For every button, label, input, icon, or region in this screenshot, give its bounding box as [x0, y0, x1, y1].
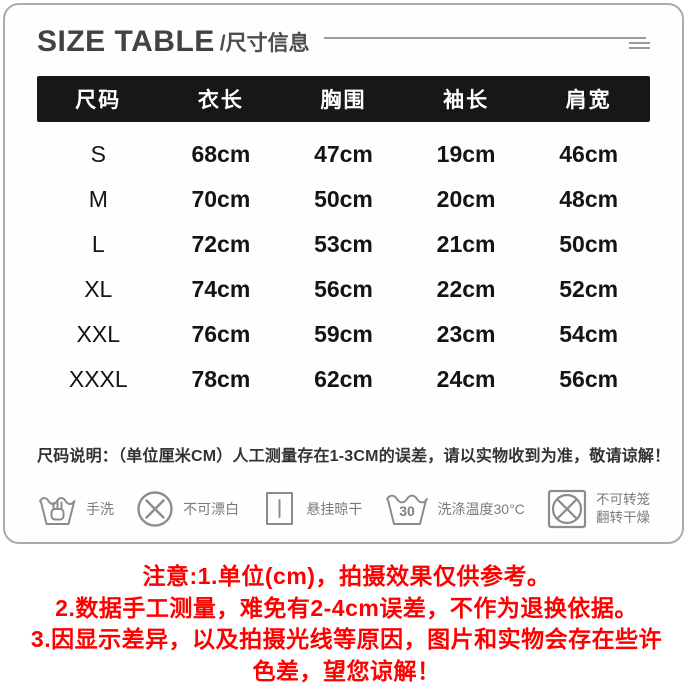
- notice-line: 2.数据手工测量，难免有2-4cm误差，不作为退换依据。: [55, 594, 638, 621]
- red-notice-block: 注意:1.单位(cm)，拍摄效果仅供参考。 2.数据手工测量，难免有2-4cm误…: [0, 561, 693, 687]
- value-cell: 20cm: [436, 186, 496, 212]
- value-cell: 50cm: [559, 231, 619, 257]
- column-header: 袖长: [443, 89, 490, 112]
- column-header: 尺码: [75, 89, 122, 112]
- notice-line: 3.因显示差异，以及拍摄光线等原因，图片和实物会存在些许: [30, 626, 663, 652]
- value-cell: 54cm: [559, 321, 619, 347]
- table-body: S 68cm 47cm 19cm 46cm M 70cm 50cm 20cm 4…: [37, 132, 650, 402]
- value-cell: 50cm: [314, 186, 373, 212]
- value-cell: 19cm: [436, 141, 496, 167]
- care-item-wash-temp: 30 洗涤温度30°C: [383, 488, 525, 530]
- care-icons-row: 手洗 不可漂白 悬挂晾干 30 洗涤温度30°C: [37, 487, 650, 531]
- value-cell: 53cm: [314, 231, 373, 257]
- table-row: XL 74cm 56cm 22cm 52cm: [37, 267, 650, 312]
- size-table-card: SIZE TABLE /尺寸信息 尺码 衣长 胸围 袖长 肩宽 S 68cm 4…: [3, 3, 684, 544]
- no-tumble-dry-icon: [547, 489, 587, 529]
- size-cell: M: [88, 186, 108, 212]
- value-cell: 68cm: [191, 141, 251, 167]
- size-cell: XXXL: [68, 366, 128, 392]
- care-label: 不可漂白: [183, 501, 240, 517]
- value-cell: 21cm: [436, 231, 496, 257]
- care-label-line1: 不可转笼: [595, 492, 650, 508]
- value-cell: 22cm: [436, 276, 496, 302]
- value-cell: 78cm: [191, 366, 251, 392]
- value-cell: 76cm: [191, 321, 251, 347]
- care-item-no-tumble-dry: 不可转笼 翻转干燥: [545, 487, 650, 531]
- size-cell: L: [91, 231, 105, 257]
- value-cell: 23cm: [436, 321, 496, 347]
- notice-line: 注意:1.单位(cm)，拍摄效果仅供参考。: [142, 563, 551, 589]
- value-cell: 62cm: [314, 366, 373, 392]
- wash-temp-30-icon: 30: [385, 494, 428, 525]
- value-cell: 59cm: [314, 321, 373, 347]
- care-item-no-bleach: 不可漂白: [134, 488, 239, 530]
- horizontal-rule: [323, 37, 646, 39]
- value-cell: 52cm: [559, 276, 619, 302]
- page-title-en: SIZE TABLE: [37, 25, 215, 58]
- value-cell: 56cm: [314, 276, 373, 302]
- value-cell: 56cm: [559, 366, 619, 392]
- wash-temp-value: 30: [399, 503, 415, 519]
- no-bleach-icon: [137, 491, 173, 527]
- hang-dry-icon: [266, 492, 294, 525]
- value-cell: 47cm: [314, 141, 373, 167]
- table-row: L 72cm 53cm 21cm 50cm: [37, 222, 650, 267]
- table-row: XXXL 78cm 62cm 24cm 56cm: [37, 357, 650, 402]
- care-item-hand-wash: 手洗: [37, 488, 114, 530]
- value-cell: 24cm: [436, 366, 496, 392]
- care-label: 手洗: [86, 501, 114, 517]
- care-label: 洗涤温度30°C: [437, 501, 525, 517]
- care-label: 悬挂晾干: [306, 501, 363, 517]
- value-cell: 74cm: [191, 276, 251, 302]
- table-row: XXL 76cm 59cm 23cm 54cm: [37, 312, 650, 357]
- care-label-line2: 翻转干燥: [595, 510, 650, 525]
- page-title-cn: /尺寸信息: [219, 32, 310, 55]
- triple-line-icon: [629, 42, 650, 51]
- table-header-row: 尺码 衣长 胸围 袖长 肩宽: [37, 76, 650, 122]
- size-cell: S: [90, 141, 106, 167]
- column-header: 衣长: [197, 89, 244, 112]
- card-header: SIZE TABLE /尺寸信息: [37, 20, 650, 64]
- column-header: 肩宽: [565, 89, 612, 112]
- value-cell: 48cm: [559, 186, 619, 212]
- table-row: M 70cm 50cm 20cm 48cm: [37, 177, 650, 222]
- size-cell: XL: [84, 276, 113, 302]
- hand-wash-icon: [39, 497, 76, 525]
- header-divider: [323, 35, 650, 51]
- care-label: 不可转笼 翻转干燥: [596, 491, 650, 526]
- value-cell: 72cm: [191, 231, 251, 257]
- care-item-hang-dry: 悬挂晾干: [259, 488, 362, 530]
- notice-line: 色差，望您谅解！: [252, 657, 441, 684]
- column-header: 胸围: [320, 89, 367, 112]
- value-cell: 46cm: [559, 141, 619, 167]
- size-cell: XXL: [76, 321, 121, 347]
- value-cell: 70cm: [191, 186, 251, 212]
- measurement-note: 尺码说明：（单位厘米CM）人工测量存在1-3CM的误差，请以实物收到为准，敬请谅…: [37, 448, 671, 465]
- table-row: S 68cm 47cm 19cm 46cm: [37, 132, 650, 177]
